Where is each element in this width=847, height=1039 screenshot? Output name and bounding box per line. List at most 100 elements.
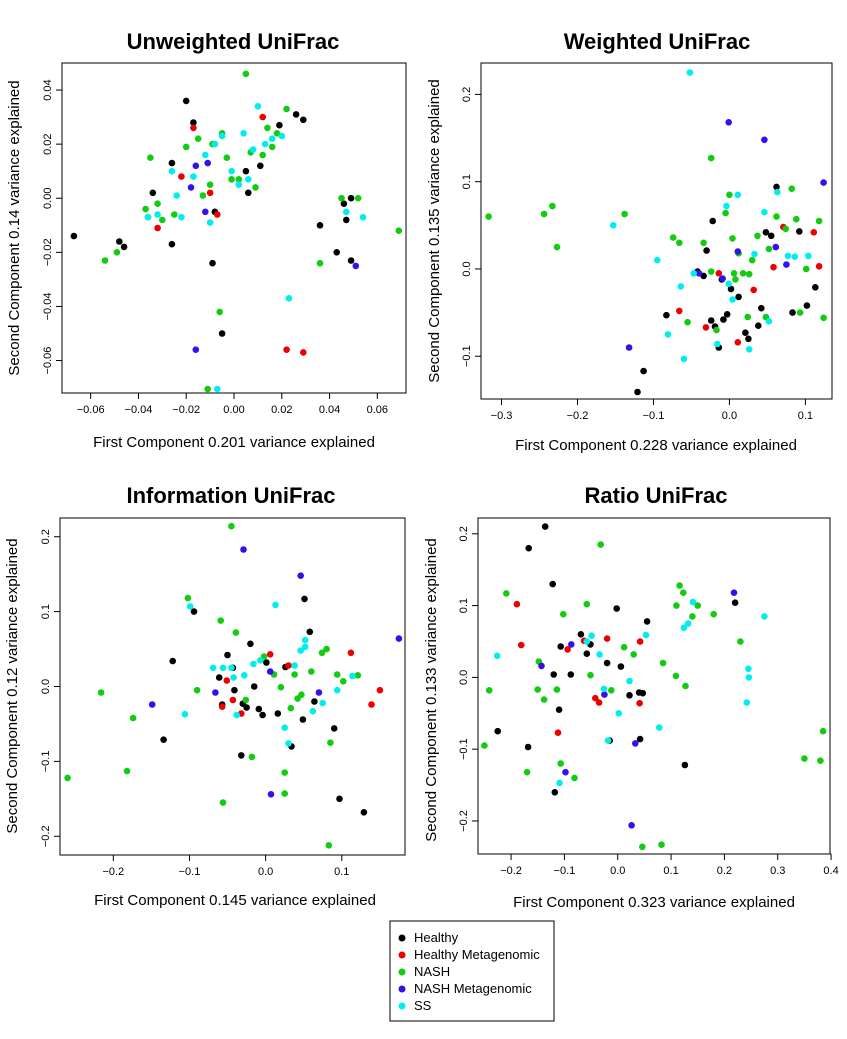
data-point-nash-metagenomic — [719, 275, 726, 282]
data-point-healthy — [160, 736, 167, 743]
data-point-ss — [249, 146, 257, 153]
data-point-nash — [587, 671, 594, 679]
panel-title: Information UniFrac — [126, 483, 335, 508]
data-point-ss — [181, 710, 189, 718]
data-point-nash — [97, 689, 105, 696]
legend-item: NASH — [398, 964, 450, 979]
data-point-healthy-metagenomic — [810, 229, 818, 236]
plot-frame — [477, 517, 831, 855]
data-point-nash — [64, 774, 71, 782]
x-axis-label: First Component 0.145 variance explained — [94, 892, 376, 909]
data-point-healthy-metagenomic — [592, 694, 599, 702]
data-point-ss — [285, 740, 292, 747]
data-point-healthy-metagenomic — [702, 324, 710, 331]
data-point-ss — [359, 213, 367, 221]
data-point-healthy — [276, 121, 283, 129]
data-point-nash — [621, 210, 628, 218]
data-point-healthy — [723, 311, 731, 318]
x-tick-label: 0.0 — [258, 866, 273, 878]
data-point-healthy — [745, 335, 752, 343]
data-point-ss — [309, 707, 317, 715]
axes: −0.2 −0.1 0.0 0.1 0.2 0.3 0.4 −0.2 −0.1 0.0 0.1 0.2 — [458, 526, 839, 877]
data-point-healthy — [762, 229, 770, 236]
data-point-ss — [349, 672, 356, 680]
data-point-healthy-metagenomic — [368, 701, 375, 708]
data-point-nash — [252, 184, 259, 191]
data-point-nash — [323, 645, 330, 653]
data-point-nash — [815, 217, 823, 225]
data-point-healthy-metagenomic — [229, 696, 237, 704]
data-point-nash — [129, 714, 137, 722]
data-point-healthy — [626, 692, 633, 699]
data-point-healthy — [663, 311, 670, 319]
y-tick-label: 0.1 — [458, 598, 470, 613]
data-point-healthy — [709, 217, 716, 225]
data-point-nash — [283, 105, 290, 113]
data-point-nash-metagenomic — [187, 184, 195, 191]
data-point-healthy — [209, 259, 216, 267]
data-point-healthy — [636, 735, 644, 743]
y-tick-label: −0.2 — [40, 825, 52, 847]
data-point-nash — [689, 613, 696, 620]
data-point-nash-metagenomic — [734, 248, 742, 255]
data-point-healthy — [243, 704, 250, 711]
data-point-nash — [340, 678, 347, 685]
data-point-nash — [676, 582, 683, 589]
x-tick-label: −0.2 — [500, 865, 522, 877]
x-tick-label: 0.2 — [717, 865, 732, 877]
data-point-ss — [228, 167, 235, 175]
data-point-ss — [333, 686, 341, 694]
data-point-ss — [186, 603, 194, 610]
data-point-healthy — [274, 710, 282, 717]
data-point-ss — [680, 355, 688, 363]
data-point-nash — [485, 687, 493, 694]
legend-box — [389, 920, 555, 1022]
data-point-healthy — [300, 116, 307, 124]
data-point-ss — [556, 779, 563, 787]
data-point-nash — [713, 326, 720, 334]
data-point-ss — [791, 253, 799, 260]
axes: −0.06 −0.04 −0.02 0.00 0.02 0.04 0.06 −0.06 −0.0… — [42, 79, 388, 416]
legend-swatch — [398, 968, 406, 976]
data-point-nash — [395, 227, 403, 234]
data-point-healthy — [190, 608, 198, 615]
data-point-healthy-metagenomic — [815, 263, 823, 270]
data-point-ss — [583, 638, 591, 645]
data-point-ss — [774, 188, 781, 196]
data-point-nash — [540, 696, 548, 703]
data-point-healthy — [250, 683, 258, 690]
data-point-nash-metagenomic — [297, 572, 305, 579]
data-point-nash — [739, 270, 747, 277]
y-tick-label: −0.2 — [458, 810, 470, 832]
axes: −0.3 −0.2 −0.1 0.0 0.1 −0.1 0.0 0.1 0.2 — [461, 87, 813, 422]
data-point-healthy — [292, 111, 300, 118]
data-point-ss — [240, 130, 247, 137]
data-point-ss — [291, 662, 298, 669]
data-point-healthy — [812, 284, 819, 291]
data-point-nash — [534, 686, 541, 693]
data-point-healthy — [643, 618, 651, 625]
data-point-nash-metagenomic — [212, 689, 219, 696]
axes: −0.2 −0.1 0.0 0.1 −0.2 −0.1 0.0 0.1 0.2 — [40, 529, 349, 878]
y-tick-label: 0.00 — [42, 188, 54, 209]
y-axis-label: Second Component 0.135 variance explaine… — [426, 79, 443, 383]
data-point-nash — [707, 154, 715, 162]
data-point-ss — [588, 632, 595, 639]
data-point-ss — [604, 737, 612, 744]
data-point-nash — [773, 213, 780, 220]
data-point-nash — [748, 256, 756, 264]
legend-swatch — [398, 1002, 406, 1010]
plot-frame — [480, 62, 833, 400]
data-point-healthy — [299, 716, 307, 723]
data-point-healthy — [340, 200, 348, 207]
data-point-nash — [154, 200, 161, 207]
data-point-nash — [242, 70, 250, 78]
data-point-nash — [817, 757, 824, 764]
data-point-nash — [223, 154, 231, 161]
data-point-healthy-metagenomic — [154, 224, 161, 232]
data-point-nash — [268, 143, 276, 151]
data-point-nash — [694, 602, 701, 609]
data-point-ss — [745, 674, 753, 681]
legend: Healthy Healthy Metagenomic NASH NASH Me… — [389, 920, 555, 1022]
data-point-nash — [101, 257, 109, 264]
